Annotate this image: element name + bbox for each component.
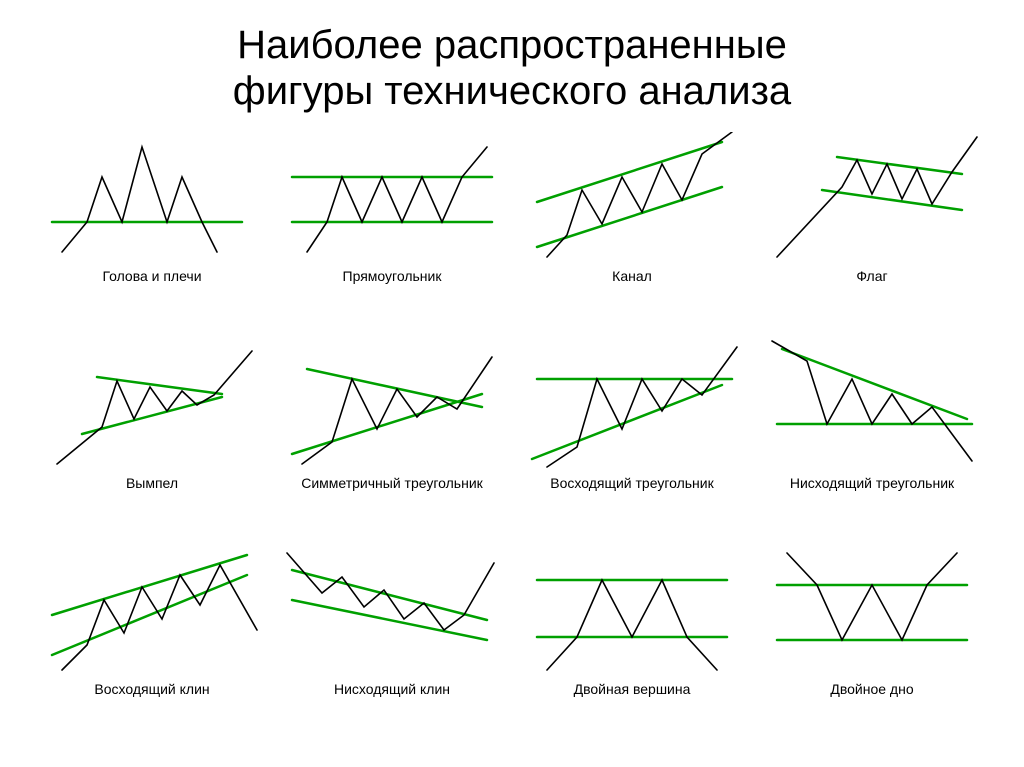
pattern-label: Флаг <box>856 268 887 284</box>
price-line <box>57 351 252 464</box>
pattern-cell-rising-wedge: Восходящий клин <box>32 537 272 744</box>
trend-line <box>292 570 487 620</box>
pattern-cell-flag: Флаг <box>752 124 992 331</box>
price-line <box>547 347 737 467</box>
pattern-figure-desc-triangle <box>762 339 982 469</box>
pattern-figure-asc-triangle <box>522 339 742 469</box>
pattern-cell-double-bottom: Двойное дно <box>752 537 992 744</box>
pattern-figure-falling-wedge <box>282 545 502 675</box>
pattern-figure-flag <box>762 132 982 262</box>
pattern-figure-pennant <box>42 339 262 469</box>
price-line <box>62 147 217 252</box>
trend-line <box>532 385 722 459</box>
pattern-figure-double-top <box>522 545 742 675</box>
pattern-cell-falling-wedge: Нисходящий клин <box>272 537 512 744</box>
pattern-figure-head-shoulders <box>42 132 262 262</box>
pattern-label: Нисходящий треугольник <box>790 475 954 491</box>
pattern-label: Восходящий клин <box>94 681 209 697</box>
pattern-label: Симметричный треугольник <box>301 475 483 491</box>
pattern-label: Двойное дно <box>830 681 913 697</box>
pattern-label: Двойная вершина <box>574 681 691 697</box>
trend-line <box>782 349 967 419</box>
pattern-label: Вымпел <box>126 475 178 491</box>
trend-line <box>52 575 247 655</box>
pattern-cell-head-shoulders: Голова и плечи <box>32 124 272 331</box>
pattern-label: Голова и плечи <box>102 268 201 284</box>
price-line <box>547 580 717 670</box>
pattern-grid: Голова и плечи Прямоугольник Канал Флаг Вымп… <box>32 124 992 744</box>
trend-line <box>292 394 482 454</box>
pattern-cell-channel: Канал <box>512 124 752 331</box>
pattern-cell-rectangle: Прямоугольник <box>272 124 512 331</box>
trend-line <box>52 555 247 615</box>
pattern-figure-channel <box>522 132 742 262</box>
pattern-cell-double-top: Двойная вершина <box>512 537 752 744</box>
price-line <box>287 553 494 630</box>
pattern-figure-sym-triangle <box>282 339 502 469</box>
trend-line <box>837 157 962 174</box>
page-title: Наиболее распространенные фигуры техниче… <box>0 0 1024 124</box>
pattern-label: Нисходящий клин <box>334 681 450 697</box>
price-line <box>772 341 972 461</box>
pattern-cell-sym-triangle: Симметричный треугольник <box>272 331 512 538</box>
pattern-figure-double-bottom <box>762 545 982 675</box>
title-line-2: фигуры технического анализа <box>233 69 791 113</box>
price-line <box>787 553 957 640</box>
pattern-cell-desc-triangle: Нисходящий треугольник <box>752 331 992 538</box>
trend-line <box>822 190 962 210</box>
pattern-label: Восходящий треугольник <box>550 475 714 491</box>
price-line <box>307 147 487 252</box>
pattern-label: Канал <box>612 268 652 284</box>
pattern-cell-pennant: Вымпел <box>32 331 272 538</box>
price-line <box>547 132 732 257</box>
pattern-label: Прямоугольник <box>343 268 442 284</box>
pattern-figure-rising-wedge <box>42 545 262 675</box>
pattern-cell-asc-triangle: Восходящий треугольник <box>512 331 752 538</box>
pattern-figure-rectangle <box>282 132 502 262</box>
title-line-1: Наиболее распространенные <box>237 23 787 67</box>
